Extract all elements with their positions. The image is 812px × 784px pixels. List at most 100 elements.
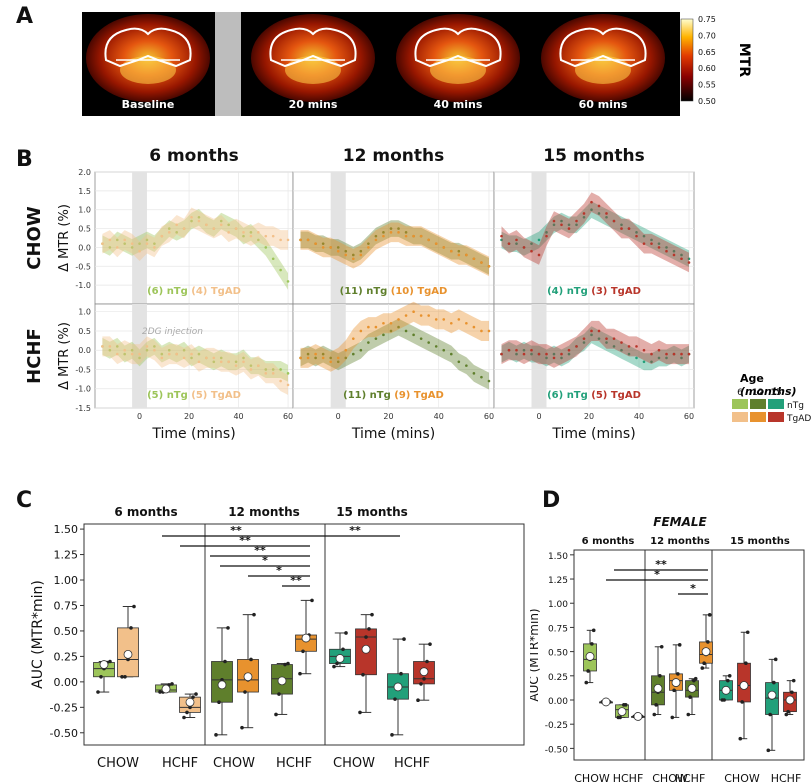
data-point-TgAD [182,356,186,360]
data-point-nTg [219,356,223,360]
data-point-TgAD [627,345,631,348]
data-point [702,661,706,666]
ytick-label: 0.00 [548,697,568,707]
data-point [693,676,698,681]
data-point-TgAD [257,231,260,234]
data-point-nTg [145,348,149,352]
box-hchf-12-tgad [295,598,317,676]
data-point [618,715,622,720]
panel-label-d: D [542,488,561,513]
data-point [422,677,426,681]
data-point-TgAD [605,337,608,340]
data-point-nTg [219,219,223,223]
data-point-TgAD [427,238,430,242]
data-point [772,680,776,685]
legend-swatch-tgad [732,412,748,422]
data-point [399,671,403,676]
colorbar-title: MTR [736,43,752,77]
data-point-TgAD [457,253,461,257]
data-point-nTg [650,238,653,242]
data-point [658,674,662,678]
count-tgad: (5) TgAD [191,390,241,401]
data-point [283,662,287,667]
box-chow-12-ntg [211,626,233,737]
colorbar-tick: 0.65 [698,48,716,57]
group-counts: (6) nTg (4) TgAD [147,286,241,297]
data-point [120,674,124,679]
data-point-TgAD [404,234,408,238]
xlabel-5: HCHF [394,756,430,771]
data-point-TgAD [449,321,453,325]
frame-label: 20 mins [289,98,338,111]
data-point [194,692,198,696]
data-point [706,640,710,644]
data-point-TgAD [130,352,134,356]
data-point-nTg [153,242,156,245]
data-point-TgAD [299,356,302,360]
data-point-TgAD [306,238,310,242]
data-point-TgAD [374,325,378,329]
sig-marker: ** [655,558,667,571]
data-point-nTg [575,223,578,227]
data-point-nTg [367,242,370,245]
data-point-TgAD [530,249,533,253]
data-point [700,666,705,670]
data-point-TgAD [650,242,653,245]
ytick-label: 1.5 [78,187,91,196]
data-point-TgAD [336,249,340,253]
data-point-nTg [605,341,608,344]
data-point-nTg [590,333,593,337]
box-hchf-6-ntg [615,703,629,720]
ytick-label: -0.50 [545,745,569,755]
timecourse-panel-1: (11) nTg (10) TgAD [292,171,495,305]
xlabel: Time (mins) [151,426,235,442]
brain-slice-1: 20 mins [251,14,375,111]
data-point-TgAD [627,227,631,230]
data-point-nTg [344,249,348,253]
data-point [677,643,682,647]
data-point-TgAD [560,223,563,227]
ytick-label: 0.75 [548,624,568,634]
xlabel-5: HCHF [771,772,802,784]
data-point-TgAD [642,348,646,352]
data-point-TgAD [249,368,253,371]
data-point-nTg [382,333,385,337]
data-point-TgAD [389,231,393,234]
ytick-label: 0.00 [54,676,79,689]
ytick-label: 0.50 [54,625,79,638]
data-point [185,710,189,715]
injection-band [531,304,547,408]
col-title-0: 6 months [149,146,239,166]
data-point-TgAD [552,219,556,223]
data-point-TgAD [582,212,586,215]
timecourse-panel-0: 2.0 1.5 1.0 0.5 0.0 -0.5 -1.0 (6) nTg (4) TgAD [75,168,294,305]
data-point-TgAD [530,348,533,352]
mean-marker [601,697,611,707]
mean-marker [99,660,109,669]
data-point [726,678,730,683]
data-point-TgAD [271,372,275,375]
panel-label-b: B [16,147,33,172]
data-point-TgAD [419,234,423,238]
data-point-TgAD [427,314,430,317]
data-point [590,642,594,646]
data-point-TgAD [352,337,355,340]
data-point [773,657,778,662]
data-point-TgAD [219,223,223,227]
data-point-TgAD [153,348,156,352]
data-point-nTg [650,360,653,364]
data-point-TgAD [115,246,119,249]
data-point-nTg [657,356,661,360]
injection-band [132,304,147,408]
data-point [252,612,256,617]
box-chow-6-ntg [583,628,597,685]
frame-label: 60 mins [579,98,628,111]
data-point-TgAD [515,238,518,242]
ytick-label: 1.00 [548,600,568,610]
ytick-label: 0.0 [78,243,91,252]
data-point-nTg [389,227,393,230]
box-chow-12-tgad [237,612,259,730]
data-point-TgAD [672,253,676,257]
box-hchf-6-ntg [155,682,177,694]
data-point-TgAD [472,325,476,329]
